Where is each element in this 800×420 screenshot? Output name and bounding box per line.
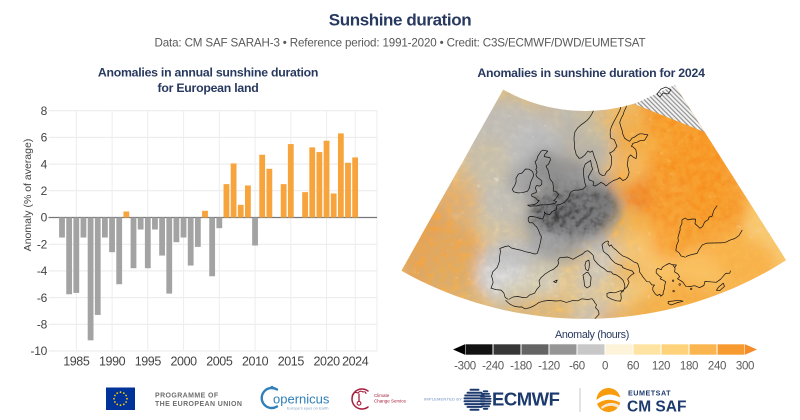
svg-text:opernicus: opernicus	[273, 392, 330, 407]
svg-text:Anomalies in sunshine duration: Anomalies in sunshine duration for 2024	[477, 66, 705, 80]
svg-text:2005: 2005	[206, 355, 233, 369]
svg-text:Change Service: Change Service	[374, 399, 407, 404]
svg-text:4: 4	[41, 157, 48, 171]
svg-text:-60: -60	[569, 361, 585, 373]
svg-text:-300: -300	[454, 361, 476, 373]
svg-text:-4: -4	[37, 264, 48, 278]
svg-text:300: 300	[736, 361, 754, 373]
svg-text:0: 0	[602, 361, 608, 373]
svg-text:Sunshine duration: Sunshine duration	[329, 11, 471, 30]
svg-text:8: 8	[41, 104, 48, 118]
svg-text:180: 180	[680, 361, 698, 373]
svg-text:-2: -2	[37, 237, 48, 251]
svg-text:2000: 2000	[170, 355, 197, 369]
svg-text:6: 6	[41, 131, 48, 145]
svg-text:Data: CM SAF SARAH-3 • Referen: Data: CM SAF SARAH-3 • Reference period:…	[155, 37, 646, 50]
svg-text:1995: 1995	[135, 355, 162, 369]
svg-text:ECMWF: ECMWF	[492, 389, 560, 410]
svg-text:-120: -120	[538, 361, 560, 373]
svg-text:-180: -180	[510, 361, 532, 373]
svg-text:2020: 2020	[313, 355, 340, 369]
svg-text:CM SAF: CM SAF	[627, 399, 686, 416]
svg-text:0: 0	[41, 211, 48, 225]
svg-text:THE EUROPEAN UNION: THE EUROPEAN UNION	[155, 401, 242, 408]
svg-text:for European land: for European land	[158, 81, 259, 95]
svg-text:60: 60	[627, 361, 639, 373]
svg-text:Europe’s eyes on Earth: Europe’s eyes on Earth	[287, 406, 329, 411]
svg-text:IMPLEMENTED BY: IMPLEMENTED BY	[424, 396, 462, 401]
svg-text:-6: -6	[37, 291, 48, 305]
svg-text:1985: 1985	[63, 355, 90, 369]
svg-text:Climate: Climate	[374, 393, 390, 398]
svg-text:2010: 2010	[242, 355, 269, 369]
svg-text:120: 120	[652, 361, 670, 373]
svg-text:Anomaly (hours): Anomaly (hours)	[555, 329, 629, 341]
svg-text:Anomaly (% of average): Anomaly (% of average)	[22, 139, 34, 252]
svg-text:1990: 1990	[99, 355, 126, 369]
svg-text:-8: -8	[37, 318, 48, 332]
svg-text:PROGRAMME OF: PROGRAMME OF	[155, 393, 219, 400]
svg-text:2: 2	[41, 184, 48, 198]
svg-text:-240: -240	[482, 361, 504, 373]
svg-text:EUMETSAT: EUMETSAT	[628, 389, 671, 398]
svg-text:2015: 2015	[278, 355, 305, 369]
svg-text:-10: -10	[31, 344, 48, 358]
svg-text:Anomalies in annual sunshine d: Anomalies in annual sunshine duration	[98, 66, 318, 80]
svg-text:2024: 2024	[342, 355, 369, 369]
svg-text:240: 240	[708, 361, 726, 373]
